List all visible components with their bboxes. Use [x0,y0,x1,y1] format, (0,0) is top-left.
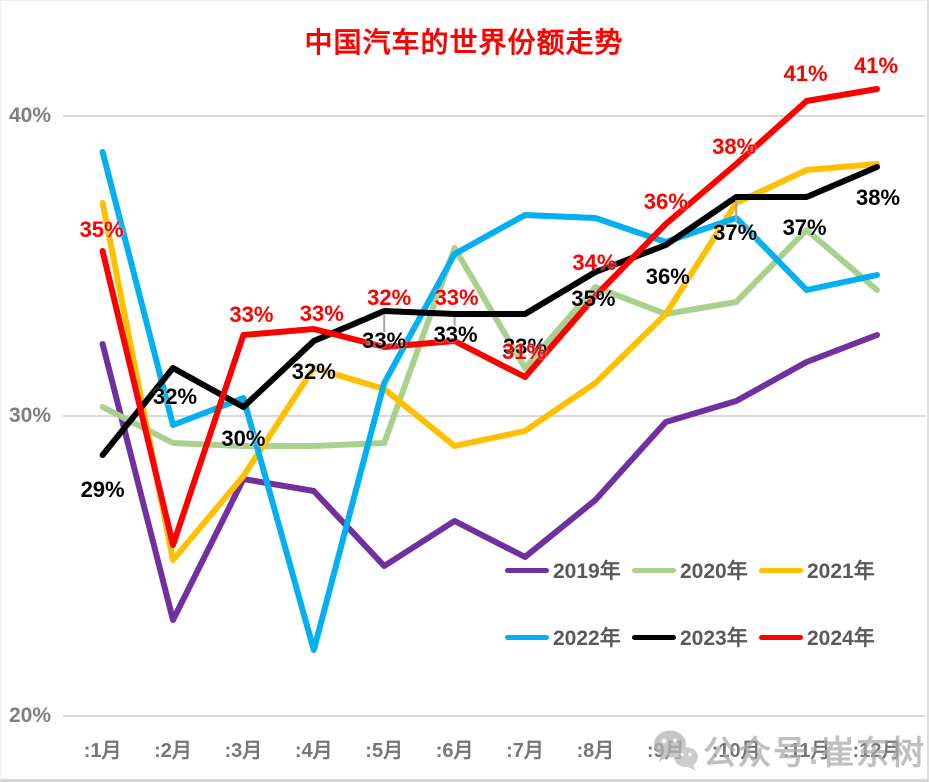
legend-label: 2020年 [680,560,748,583]
data-label-2023年: 36% [645,264,690,289]
x-tick-label: :2月 [154,740,192,762]
legend-label: 2021年 [807,560,875,583]
legend-item-2022年: 2022年 [505,624,632,650]
data-label-2023年: 29% [80,477,125,502]
legend-swatch [759,634,803,640]
data-label-2024年: 31% [501,339,547,364]
x-tick-label: :7月 [506,740,544,762]
series-line-2019年 [99,332,880,623]
x-tick-label: :5月 [365,740,404,762]
legend-swatch [505,634,549,640]
data-label-2024年: 32% [367,285,412,310]
data-label-2024年: 36% [643,189,688,214]
legend-label: 2024年 [807,627,875,650]
series-line-2020年 [99,227,880,449]
data-label-2024年: 41% [853,53,899,78]
data-label-2023年: 37% [782,215,827,240]
legend-item-2021年: 2021年 [759,557,886,583]
x-tick-label: :4月 [294,740,333,762]
data-label-2023年: 33% [362,328,407,353]
data-label-2023年: 33% [502,334,548,359]
x-tick-label: :11月 [782,740,831,762]
x-tick-label: :8月 [576,740,615,762]
x-tick-label: :3月 [224,740,263,762]
data-label-2024年: 33% [299,301,344,326]
legend-swatch [505,567,549,573]
data-label-2024年: 38% [712,134,757,159]
legend: 2019年 2020年 2021年 2022年 2023年 2024年 [505,557,886,650]
legend-label: 2019年 [553,560,621,583]
legend-item-2023年: 2023年 [632,624,759,650]
chart-title: 中国汽车的世界份额走势 [304,27,624,58]
legend-item-2020年: 2020年 [632,557,759,583]
data-label-2023年: 35% [571,286,616,311]
data-label-2023年: 33% [433,322,478,347]
y-tick-label: 30% [8,404,51,427]
data-label-2024年: 33% [229,302,274,327]
legend-swatch [632,567,676,573]
legend-item-2019年: 2019年 [505,557,632,583]
legend-item-2024年: 2024年 [759,624,886,650]
x-tick-label: :10月 [711,740,761,762]
data-label-2023年: 38% [855,185,901,210]
data-label-2023年: 32% [152,384,198,409]
data-label-2023年: 32% [291,359,336,384]
legend-swatch [759,567,803,573]
legend-swatch [632,634,676,640]
series-line-2024年 [99,86,880,548]
x-tick-label: :6月 [435,740,474,762]
data-label-2024年: 35% [79,217,124,242]
y-tick-label: 20% [8,704,51,727]
legend-label: 2023年 [680,627,748,650]
data-label-2024年: 33% [434,285,479,310]
data-label-2023年: 30% [221,426,266,451]
data-label-2023年: 37% [713,220,758,245]
data-label-2024年: 34% [572,250,617,275]
x-tick-label: :1月 [83,740,122,762]
data-label-2024年: 41% [783,61,828,86]
series-line-2023年 [99,164,880,458]
x-tick-label: :12月 [852,740,902,762]
legend-label: 2022年 [553,627,621,650]
x-tick-label: :9月 [646,740,685,762]
y-tick-label: 40% [8,104,51,127]
